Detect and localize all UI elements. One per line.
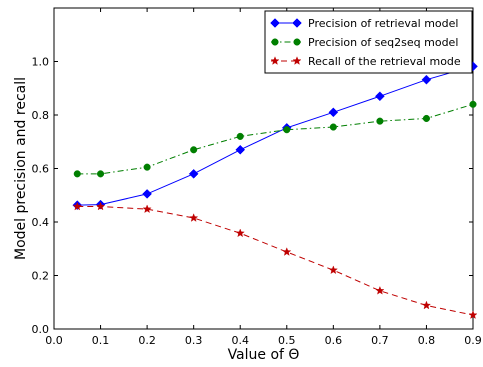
data-point	[376, 117, 384, 125]
x-tick-label: 0.8	[418, 334, 436, 347]
x-tick-label: 0.1	[92, 334, 110, 347]
legend-marker	[270, 18, 280, 28]
data-point	[189, 213, 199, 222]
y-tick-label: 0.4	[32, 216, 50, 229]
x-tick-label: 0.4	[231, 334, 249, 347]
axis-ticks: 0.0 0.1 0.2 0.3 0.4 0.5 0.6 0.7 0.8 0.9 0.0 0.2 0.4 0…	[32, 8, 482, 347]
data-point	[143, 163, 151, 171]
data-point	[468, 310, 478, 319]
legend-marker	[271, 38, 279, 46]
x-tick-label: 0.5	[278, 334, 296, 347]
data-point	[96, 201, 106, 211]
y-tick-label: 0.8	[32, 109, 50, 122]
x-tick-label: 0.3	[185, 334, 203, 347]
x-axis-title: Value of Θ	[228, 347, 300, 363]
legend: Precision of retrieval model Precision of…	[264, 10, 473, 74]
data-point	[421, 74, 432, 85]
legend-marker	[293, 38, 301, 46]
y-tick-label: 0.2	[32, 270, 50, 283]
data-point	[375, 285, 385, 295]
legend-label: Recall of the retrieval mode	[308, 55, 461, 68]
y-axis-title: Model precision and recall	[13, 77, 29, 260]
series-3	[72, 201, 478, 319]
data-point	[375, 91, 385, 102]
legend-marker	[292, 18, 302, 28]
data-point	[421, 300, 431, 310]
data-point	[422, 114, 430, 123]
y-tick-label: 0.0	[32, 323, 50, 336]
x-tick-label: 0.9	[464, 334, 482, 347]
legend-marker	[292, 56, 302, 65]
data-point	[73, 170, 81, 178]
data-point	[236, 132, 244, 140]
data-point	[188, 168, 199, 179]
x-tick-label: 0.2	[138, 334, 156, 347]
data-point	[97, 170, 105, 178]
series-line	[77, 103, 474, 175]
data-point	[328, 107, 339, 118]
y-tick-label: 0.6	[32, 163, 50, 176]
series-line	[77, 205, 474, 316]
data-point	[282, 247, 292, 256]
legend-label: Precision of seq2seq model	[308, 36, 458, 49]
legend-label: Precision of retrieval model	[308, 17, 458, 30]
data-point	[142, 189, 152, 199]
x-tick-label: 0.7	[371, 334, 389, 347]
data-point	[190, 146, 198, 154]
data-point	[469, 100, 477, 108]
y-tick-label: 1.0	[32, 56, 50, 69]
series-2	[73, 100, 477, 178]
data-point	[72, 201, 82, 211]
series-line	[77, 65, 474, 206]
data-point	[283, 126, 291, 134]
series-layer	[72, 61, 478, 319]
data-point	[329, 123, 337, 131]
data-point	[235, 144, 246, 155]
data-point	[235, 228, 245, 238]
data-point	[328, 265, 338, 275]
data-point	[142, 204, 152, 214]
x-tick-label: 0.0	[45, 334, 63, 347]
legend-marker	[270, 56, 280, 65]
x-tick-label: 0.6	[325, 334, 343, 347]
